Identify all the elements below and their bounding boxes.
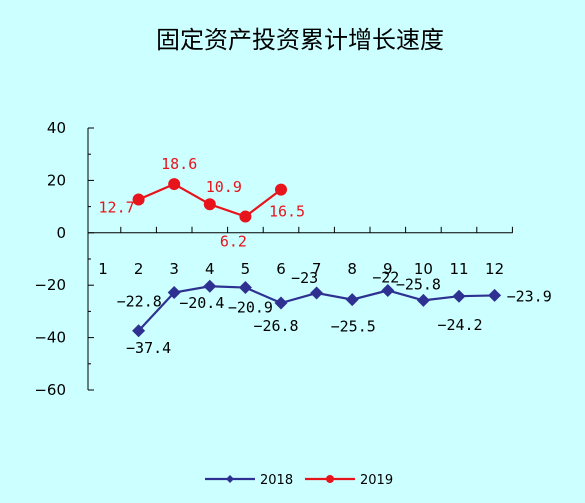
series-2018-point (238, 281, 252, 295)
data-label: −22 (372, 268, 399, 286)
data-label: −20.4 (179, 294, 224, 312)
series-2019-point (203, 198, 216, 211)
data-label: 16.5 (269, 203, 305, 221)
series-2019-point (168, 178, 181, 191)
data-label: 12.7 (99, 199, 135, 217)
data-label: −23 (291, 269, 318, 287)
series-2018-point (345, 293, 359, 307)
y-tick-label: 20 (47, 171, 66, 189)
series-marks (132, 178, 502, 338)
data-label: 18.6 (161, 155, 197, 173)
x-tick-label: 11 (449, 260, 468, 278)
data-label: −23.9 (507, 287, 552, 305)
y-tick-label: 40 (47, 119, 66, 137)
series-2019-point (132, 193, 145, 206)
legend-2019-marker (326, 475, 334, 483)
series-2018-point (452, 289, 466, 303)
series-2018-point (416, 293, 430, 307)
x-tick-label: 9 (383, 260, 393, 278)
series-2019-point (275, 183, 287, 196)
series-2018-point (203, 279, 217, 293)
series-2018-point (488, 288, 502, 302)
x-tick-label: 5 (241, 260, 251, 278)
x-tick-label: 4 (205, 260, 215, 278)
y-tick-label: 0 (56, 224, 66, 242)
series-2018-point (167, 286, 181, 300)
legend: 2018 2019 (205, 473, 393, 488)
legend-2018-label: 2018 (260, 473, 293, 488)
series-2018-point (132, 324, 146, 338)
series-2018-point (310, 286, 324, 300)
x-tick-label: 8 (347, 260, 357, 278)
x-tick-label: 1 (98, 260, 108, 278)
data-label: −24.2 (437, 316, 482, 334)
data-label: −37.4 (126, 339, 171, 357)
x-tick-label: 7 (312, 260, 322, 278)
x-tick-label: 6 (276, 260, 286, 278)
data-label: 10.9 (206, 178, 242, 196)
y-tick-label: −60 (34, 381, 66, 399)
series-2019-point (239, 210, 252, 223)
y-tick-label: −40 (34, 329, 66, 347)
legend-2019-label: 2019 (360, 473, 393, 488)
x-tick-label: 3 (169, 260, 179, 278)
data-label: −25.8 (396, 275, 441, 293)
series-2018-point (274, 296, 288, 310)
x-tick-label: 12 (485, 260, 504, 278)
series-2018-point (381, 283, 395, 297)
data-label: 6.2 (220, 233, 247, 251)
data-labels: −37.4 −22.8 −20.4 −20.9−26.8 −23 −25.5 −22−25.… (99, 155, 552, 357)
chart-title: 固定资产投资累计增长速度 (156, 26, 444, 54)
y-tick-label: −20 (34, 276, 66, 294)
legend-2018-marker (226, 475, 234, 483)
data-label: −26.8 (253, 317, 298, 335)
data-label: −25.5 (331, 318, 376, 336)
x-tick-label: 10 (414, 260, 433, 278)
data-label: −20.9 (228, 299, 273, 317)
data-label: −22.8 (117, 293, 162, 311)
x-tick-label: 2 (134, 260, 144, 278)
